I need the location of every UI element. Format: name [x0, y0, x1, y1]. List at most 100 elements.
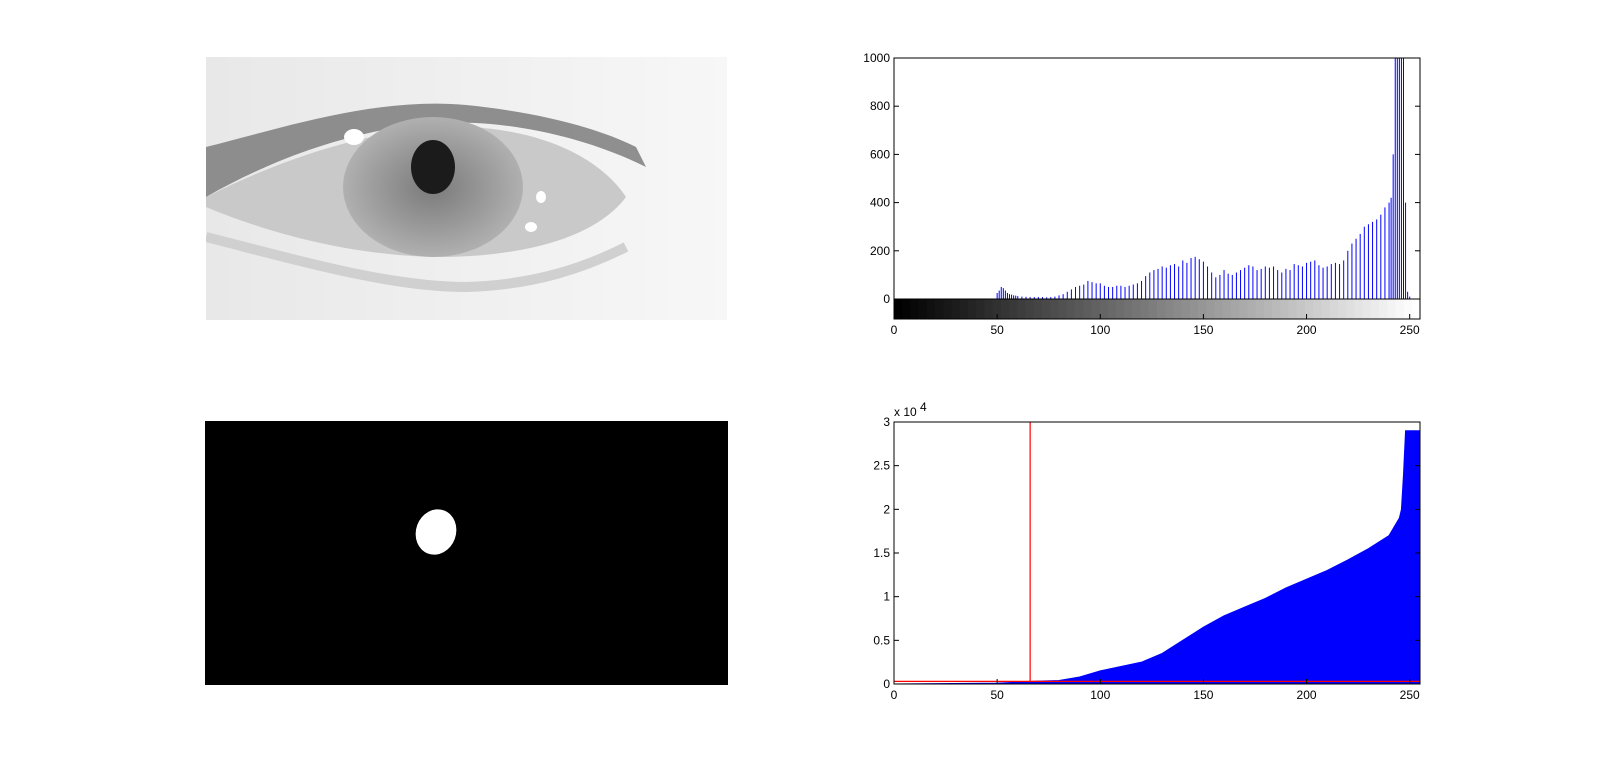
colorbar-segment: [1239, 299, 1249, 319]
colorbar-segment: [1222, 299, 1232, 319]
threshold-lines: [894, 422, 1420, 682]
eye-image: [206, 57, 727, 320]
grayscale-colorbar: [894, 299, 1421, 319]
colorbar-segment: [1041, 299, 1051, 319]
colorbar-segment: [935, 299, 944, 319]
y-tick-label: 800: [870, 99, 890, 113]
histogram-axes-box: [893, 57, 1421, 320]
binary-mask-image: [205, 421, 728, 685]
y-tick-label: 0: [883, 292, 890, 306]
mask-background: [205, 421, 728, 685]
colorbar-segment: [1181, 299, 1191, 319]
colorbar-segment: [1230, 299, 1240, 319]
colorbar-segment: [1198, 299, 1207, 319]
y-tick-label: 3: [883, 415, 890, 429]
colorbar-segment: [1354, 299, 1364, 319]
x-tick-label: 250: [1400, 323, 1420, 337]
histogram-plot: 0 200 400 600 800 1000 0 50 100 150 200 250: [863, 51, 1421, 337]
x-tick-label: 150: [1193, 688, 1213, 702]
colorbar-segment: [926, 299, 936, 319]
x-tick-label: 200: [1297, 323, 1317, 337]
y-tick-label: 2.5: [873, 459, 890, 473]
colorbar-segment: [902, 299, 912, 319]
colorbar-segment: [1378, 299, 1388, 319]
colorbar-segment: [894, 299, 903, 319]
y-tick-label: 1000: [863, 51, 890, 65]
colorbar-segment: [1403, 299, 1413, 319]
y-tick-label: 1.5: [873, 546, 890, 560]
pupil: [411, 140, 455, 194]
colorbar-segment: [1000, 299, 1010, 319]
reflection-right: [536, 191, 546, 203]
colorbar-segment: [1083, 299, 1092, 319]
x-tick-label: 100: [1090, 688, 1110, 702]
colorbar-segment: [1206, 299, 1216, 319]
colorbar-segment: [1370, 299, 1380, 319]
colorbar-segment: [1288, 299, 1298, 319]
colorbar-segment: [1337, 299, 1347, 319]
lower-eyelid: [206, 232, 629, 293]
colorbar-segment: [1066, 299, 1076, 319]
colorbar-segment: [1050, 299, 1059, 319]
colorbar-segment: [1304, 299, 1314, 319]
y-tick-label: 200: [870, 244, 890, 258]
colorbar-segment: [1173, 299, 1183, 319]
colorbar-segment: [1255, 299, 1265, 319]
colorbar-segment: [1017, 299, 1027, 319]
y-scale-exponent: 4: [920, 400, 927, 414]
reflection-lower: [525, 222, 537, 232]
colorbar-segment: [1329, 299, 1339, 319]
colorbar-segment: [943, 299, 953, 319]
y-tick-label: 400: [870, 196, 890, 210]
colorbar-segment: [1214, 299, 1224, 319]
colorbar-segment: [1074, 299, 1084, 319]
colorbar-segment: [1263, 299, 1273, 319]
y-tick-label: 2: [883, 502, 890, 516]
x-tick-label: 50: [990, 323, 1004, 337]
colorbar-segment: [1148, 299, 1158, 319]
cumulative-area-fill: [893, 430, 1421, 685]
histogram-bars: [996, 58, 1411, 299]
colorbar-segment: [992, 299, 1002, 319]
colorbar-segment: [1115, 299, 1125, 319]
x-tick-label: 200: [1297, 688, 1317, 702]
y-tick-label: 0.5: [873, 633, 890, 647]
x-tick-label: 150: [1193, 323, 1213, 337]
colorbar-segment: [1009, 299, 1018, 319]
colorbar-segment: [1411, 299, 1421, 319]
x-tick-label: 250: [1400, 688, 1420, 702]
histogram-axes: 0 200 400 600 800 1000 0 50 100 150 200 250: [863, 51, 1421, 337]
upper-eyelid: [206, 103, 646, 197]
colorbar-segment: [1189, 299, 1199, 319]
pupil-blob: [415, 509, 457, 555]
cumulative-histogram-plot: 0 0.5 1 1.5 2 2.5 3 0 50 100 150 200 250 x 10 4: [873, 400, 1421, 702]
colorbar-segment: [1247, 299, 1257, 319]
colorbar-segment: [1313, 299, 1322, 319]
y-tick-label: 600: [870, 147, 890, 161]
colorbar-segment: [976, 299, 986, 319]
x-tick-label: 0: [891, 688, 898, 702]
colorbar-segment: [1140, 299, 1150, 319]
colorbar-segment: [910, 299, 920, 319]
colorbar-segment: [951, 299, 961, 319]
colorbar-segment: [1033, 299, 1043, 319]
colorbar-segment: [967, 299, 977, 319]
colorbar-segment: [1091, 299, 1101, 319]
y-tick-label: 1: [883, 590, 890, 604]
colorbar-segment: [1362, 299, 1372, 319]
colorbar-segment: [1296, 299, 1306, 319]
x-tick-label: 0: [891, 323, 898, 337]
colorbar-segment: [1346, 299, 1355, 319]
colorbar-segment: [918, 299, 928, 319]
colorbar-segment: [984, 299, 994, 319]
colorbar-segment: [1107, 299, 1117, 319]
reflection-left: [344, 129, 364, 145]
colorbar-segment: [1321, 299, 1331, 319]
colorbar-segment: [1132, 299, 1142, 319]
cumulative-area: [893, 430, 1421, 685]
colorbar-segment: [1272, 299, 1281, 319]
colorbar-segment: [959, 299, 969, 319]
y-scale-label: x 10: [894, 405, 917, 419]
y-tick-label: 0: [883, 677, 890, 691]
